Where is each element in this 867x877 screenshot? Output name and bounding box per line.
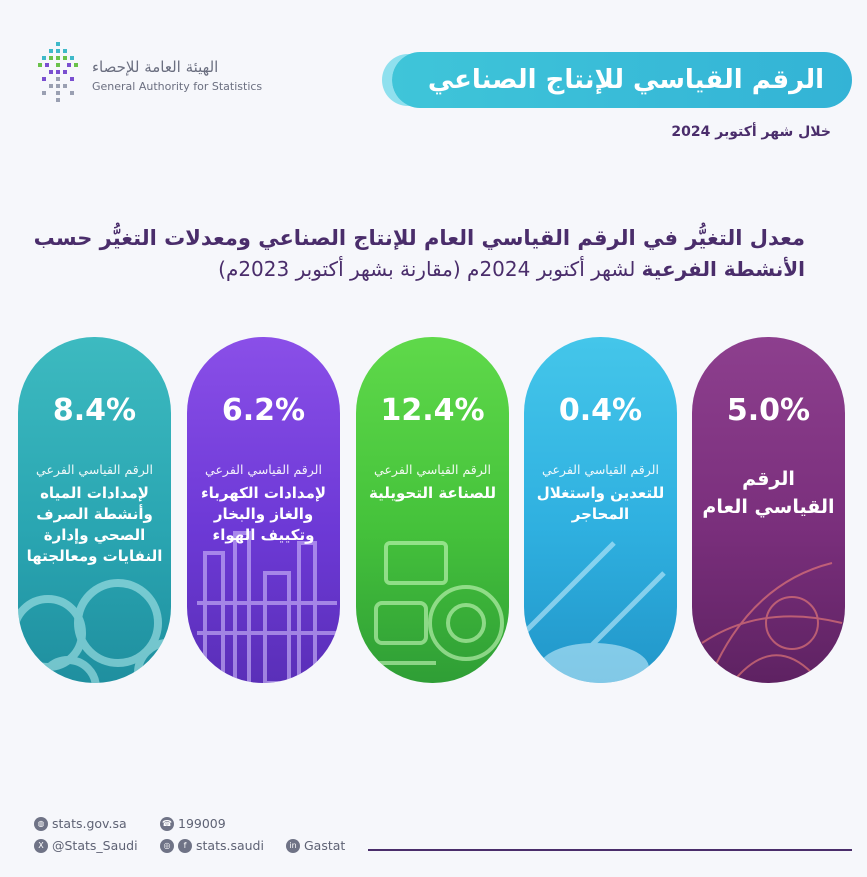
- card-mining: 0.4% الرقم القياسي الفرعي للتعدين واستغل…: [524, 337, 677, 683]
- card-name: لإمدادات الكهرباء والغاز والبخار وتكييف …: [200, 484, 327, 544]
- card-electricity: 6.2% الرقم القياسي الفرعي لإمدادات الكهر…: [187, 337, 340, 683]
- gastat-logo[interactable]: الهيئة العامة للإحصاء General Authority …: [34, 40, 262, 112]
- power-plant-image-icon: [197, 531, 337, 683]
- card-background: [524, 337, 677, 683]
- card-value: 5.0%: [726, 393, 811, 428]
- heading-line-1: معدل التغيُّر في الرقم القياسي العام للإ…: [33, 226, 805, 250]
- card-name: للصناعة التحويلية: [369, 484, 496, 502]
- section-heading: معدل التغيُّر في الرقم القياسي العام للإ…: [33, 222, 805, 284]
- title-banner: الرقم القياسي للإنتاج الصناعي: [392, 52, 852, 108]
- card-subtitle: الرقم القياسي الفرعي: [36, 462, 153, 477]
- period-label: خلال شهر أكتوبر 2024: [671, 124, 831, 140]
- footer-x-text: @Stats_Saudi: [52, 838, 138, 853]
- card-value: 6.2%: [221, 393, 306, 428]
- logo-english-name: General Authority for Statistics: [92, 80, 263, 93]
- card-subtitle: الرقم القياسي الفرعي: [374, 462, 491, 477]
- card-background: [692, 337, 845, 683]
- footer-phone-text: 199009: [178, 816, 226, 831]
- phone-icon: ☎: [160, 816, 174, 831]
- card-value: 0.4%: [558, 393, 643, 428]
- card-background: [18, 337, 171, 683]
- linkedin-icon: in: [286, 838, 300, 853]
- footer-linkedin[interactable]: in Gastat: [286, 838, 345, 853]
- card-value: 12.4%: [380, 393, 485, 428]
- footer-social-text: stats.saudi: [196, 838, 264, 853]
- globe-icon: ◍: [34, 816, 48, 831]
- footer-linkedin-text: Gastat: [304, 838, 346, 853]
- logo-arabic-name: الهيئة العامة للإحصاء: [92, 58, 219, 76]
- motor-image-icon: [366, 541, 504, 665]
- heading-line-2-bold: الأنشطة الفرعية: [641, 257, 805, 281]
- instagram-icon: ◎: [160, 838, 174, 853]
- footer-x-account[interactable]: X @Stats_Saudi: [34, 838, 138, 853]
- card-general-index: 5.0% الرقم القياسي العام: [692, 337, 845, 683]
- facebook-icon: f: [178, 838, 192, 853]
- card-name: الرقم القياسي العام: [702, 468, 835, 518]
- card-value: 8.4%: [52, 393, 137, 428]
- card-manufacturing: 12.4% الرقم القياسي الفرعي للصناعة التحو…: [356, 337, 509, 683]
- gastat-logo-mark-icon: [38, 42, 78, 102]
- footer-phone[interactable]: ☎ 199009: [160, 816, 226, 831]
- footer-website-text: stats.gov.sa: [52, 816, 127, 831]
- sparks-image-icon: [701, 562, 843, 683]
- heading-line-2-rest: لشهر أكتوبر 2024م (مقارنة بشهر أكتوبر 20…: [218, 257, 636, 281]
- x-icon: X: [34, 838, 48, 853]
- footer-website[interactable]: ◍ stats.gov.sa: [34, 816, 127, 831]
- card-name: لإمدادات المياه وأنشطة الصرف الصحي وإدار…: [26, 484, 163, 565]
- footer-divider: [368, 849, 852, 851]
- card-name: للتعدين واستغلال المحاجر: [536, 484, 665, 523]
- page-title: الرقم القياسي للإنتاج الصناعي: [427, 65, 824, 95]
- conveyor-image-icon: [524, 541, 666, 683]
- pipes-image-icon: [18, 579, 171, 683]
- footer-social[interactable]: ◎ f stats.saudi: [160, 838, 264, 853]
- card-water-supply: 8.4% الرقم القياسي الفرعي لإمدادات الميا…: [18, 337, 171, 683]
- card-subtitle: الرقم القياسي الفرعي: [542, 462, 659, 477]
- card-subtitle: الرقم القياسي الفرعي: [205, 462, 322, 477]
- footer-contacts: ◍ stats.gov.sa ☎ 199009 X @Stats_Saudi ◎…: [34, 816, 374, 860]
- heading-line-2: الأنشطة الفرعية لشهر أكتوبر 2024م (مقارن…: [45, 254, 805, 284]
